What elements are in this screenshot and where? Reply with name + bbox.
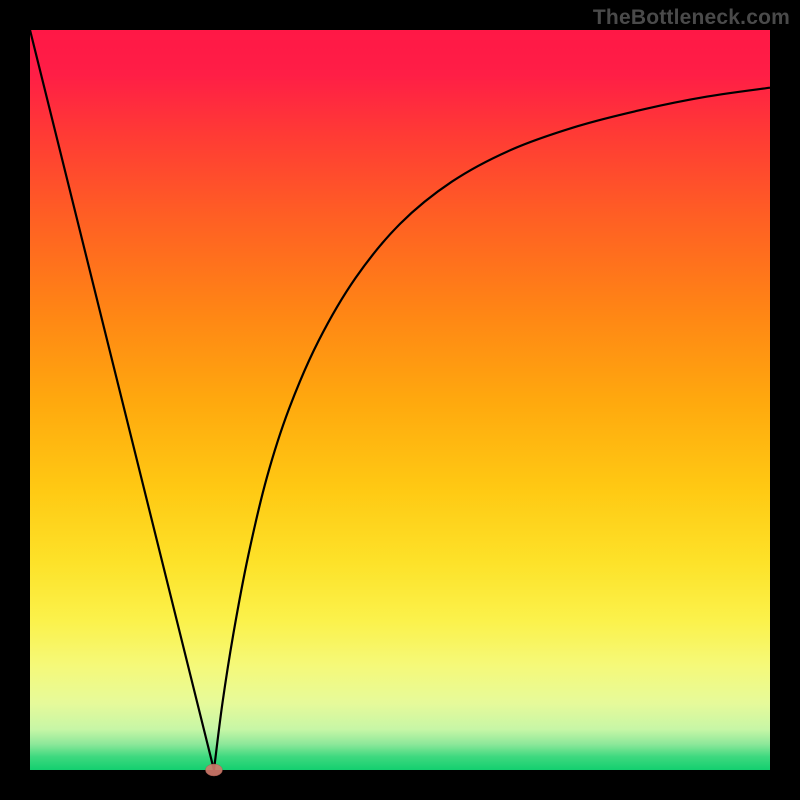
vertex-marker [205,764,222,776]
chart-svg [0,0,800,800]
chart-stage: TheBottleneck.com [0,0,800,800]
watermark-text: TheBottleneck.com [593,6,790,30]
plot-area [30,30,770,770]
